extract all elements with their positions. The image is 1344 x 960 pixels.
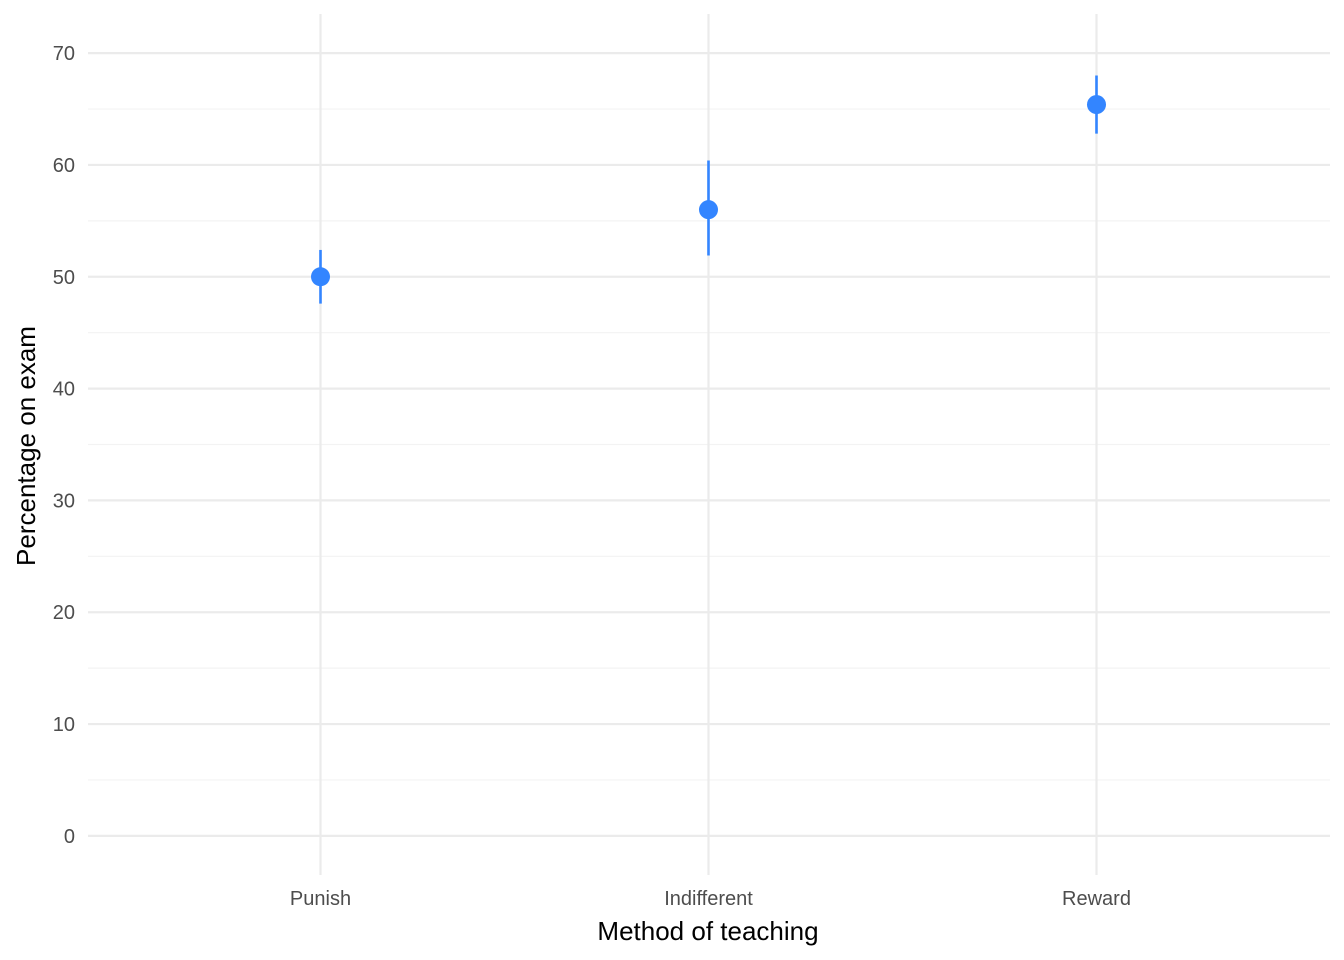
x-tick-label: Indifferent (664, 888, 753, 910)
y-tick-label: 40 (53, 379, 75, 401)
data-point (699, 200, 718, 220)
y-tick-label: 50 (53, 267, 75, 289)
x-tick-label: Reward (1062, 888, 1131, 910)
labels-layer: 0 10 20 30 40 50 60 70 Punish Indifferent Reward (53, 43, 1131, 910)
y-tick-label: 70 (53, 43, 75, 65)
data-point (311, 267, 330, 287)
y-tick-label: 60 (53, 155, 75, 177)
marks-layer (311, 75, 1106, 304)
y-tick-label: 30 (53, 490, 75, 512)
data-point (1087, 95, 1106, 115)
y-tick-label: 0 (64, 826, 75, 848)
y-axis-title: Percentage on exam (11, 326, 41, 566)
grid-layer (88, 14, 1330, 875)
y-tick-label: 20 (53, 602, 75, 624)
y-tick-label: 10 (53, 714, 75, 736)
x-axis-title: Method of teaching (597, 916, 818, 946)
x-tick-label: Punish (290, 888, 351, 910)
